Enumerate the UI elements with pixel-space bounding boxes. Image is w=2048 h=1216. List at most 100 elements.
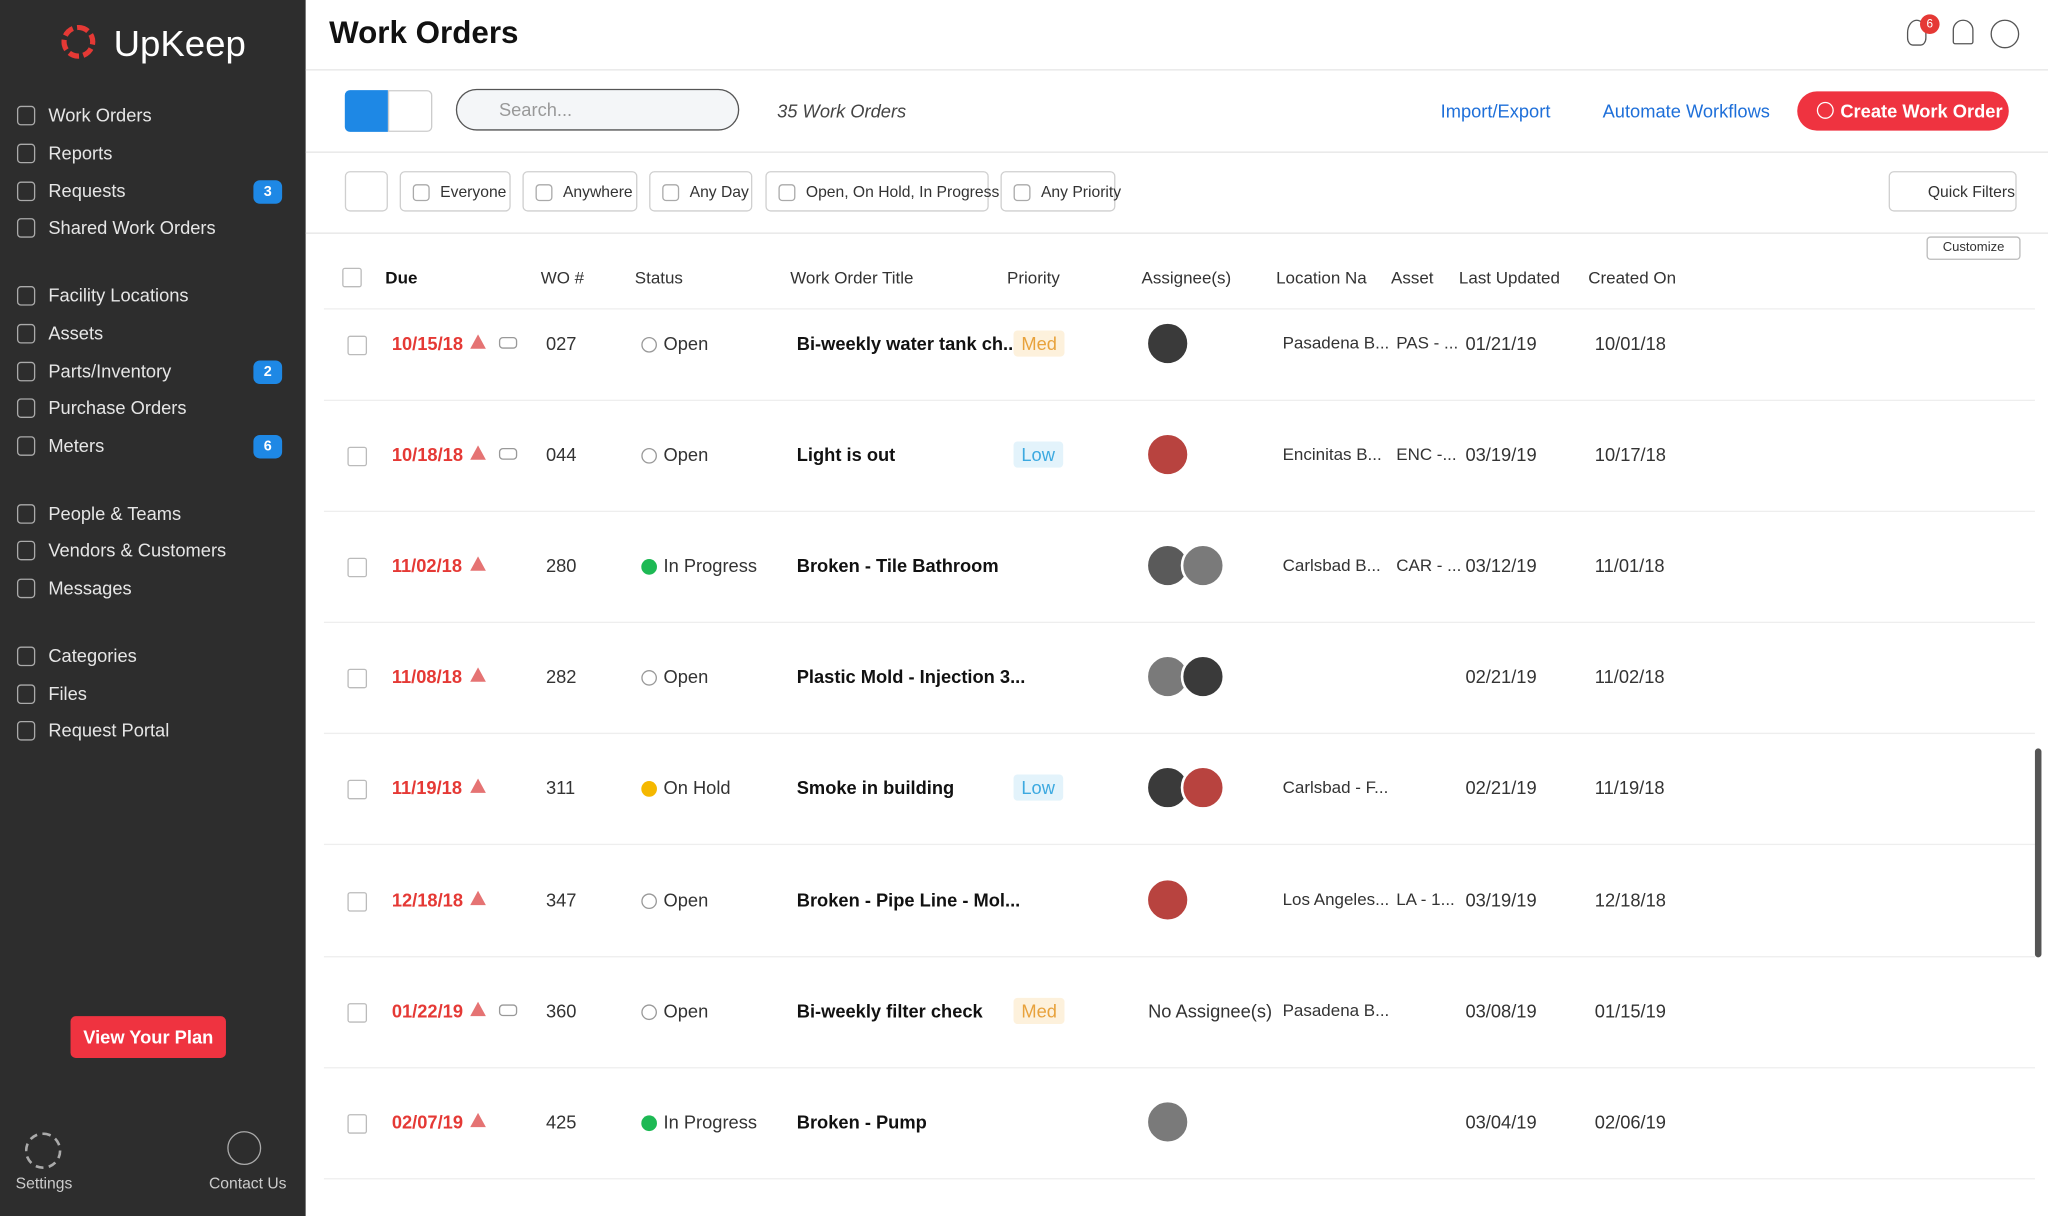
no-assignee: No Assignee(s) [1148,999,1273,1021]
wo-title[interactable]: Bi-weekly filter check [796,999,983,1021]
quick-filters[interactable]: Quick Filters [1888,171,2017,212]
row-checkbox[interactable] [347,1113,368,1134]
nav-icon [16,720,36,741]
nav-item[interactable]: Purchase Orders [48,397,187,418]
profile-icon[interactable] [1990,19,2020,49]
nav-item[interactable]: Work Orders [48,104,152,126]
row-divider [323,399,2035,401]
status: On Hold [663,777,731,799]
row-checkbox[interactable] [347,891,368,912]
due-date: 10/18/18 [391,444,464,466]
nav-item[interactable]: Files [48,683,87,704]
calendar-view[interactable] [387,90,433,132]
wo-title[interactable]: Broken - Pipe Line - Mol... [796,888,1021,910]
customize[interactable]: Customize [1926,236,2021,260]
column-header[interactable]: Asset [1391,267,1434,288]
column-header[interactable]: Priority [1007,267,1060,288]
last-updated: 03/12/19 [1465,555,1537,577]
divider [305,69,2048,71]
nav-item[interactable]: Vendors & Customers [48,539,227,561]
row-checkbox[interactable] [347,446,368,467]
nav-item[interactable]: Reports [48,142,113,164]
column-header[interactable]: Last Updated [1458,267,1560,288]
row-divider [323,510,2035,513]
wo-number: 425 [545,1111,577,1132]
nav-item[interactable]: Shared Work Orders [48,216,216,238]
wo-title[interactable]: Light is out [796,444,896,466]
row-checkbox[interactable] [347,669,368,689]
column-header[interactable]: Created On [1588,267,1677,288]
status-dot [641,448,657,464]
column-header[interactable]: WO # [540,267,585,288]
due-date: 11/02/18 [391,555,463,577]
row-checkbox[interactable] [347,1002,368,1023]
select-all[interactable] [342,267,362,288]
wo-title[interactable]: Broken - Tile Bathroom [796,555,999,577]
nav-item[interactable]: People & Teams [48,502,182,524]
nav-item[interactable]: Messages [48,577,132,599]
automate[interactable]: Automate Workflows [1602,100,1770,122]
filter-chip[interactable]: Anywhere [522,171,638,212]
scrollbar [2034,748,2042,958]
nav-icon [16,646,36,667]
filter-chip[interactable]: Everyone [399,171,511,212]
due-date: 11/08/18 [391,666,463,688]
chip-icon [778,184,796,202]
filter-chip[interactable]: Any Day [649,171,753,212]
settings[interactable]: Settings [15,1174,73,1193]
column-header[interactable]: Due [385,267,418,288]
column-header[interactable]: Location Na [1276,267,1367,288]
location: Encinitas B... [1282,444,1382,464]
chip-label: Everyone [440,182,507,202]
nav-item[interactable]: Parts/Inventory [48,360,172,382]
nav-item[interactable]: Facility Locations [48,284,189,306]
wo-title[interactable]: Bi-weekly water tank ch... [796,333,1019,354]
nav-icon [16,181,36,202]
filter-icon[interactable] [344,171,388,212]
row-checkbox[interactable] [347,557,368,578]
column-header[interactable]: Status [634,267,683,288]
status: Open [663,999,709,1021]
row-checkbox[interactable] [347,335,368,356]
wo-title[interactable]: Broken - Pump [796,1111,927,1132]
nav-item[interactable]: Requests [48,180,126,202]
nav-item[interactable]: Assets [48,322,104,344]
last-updated: 03/08/19 [1465,999,1537,1021]
filter-chip[interactable]: Open, On Hold, In Progress [765,171,999,212]
created-on: 10/17/18 [1594,444,1666,466]
wo-number: 044 [545,444,577,466]
location: Los Angeles... [1282,888,1390,909]
status-dot [641,781,657,798]
overdue-icon [470,778,486,794]
page-title: Work Orders [329,15,519,51]
last-updated: 02/21/19 [1465,777,1537,799]
divider [305,232,2048,234]
import-export[interactable]: Import/Export [1440,100,1551,122]
recurring-icon [498,1003,518,1016]
priority: Low [1013,775,1063,802]
column-header[interactable]: Assignee(s) [1141,267,1232,288]
created-on: 01/15/19 [1594,999,1666,1021]
location: Carlsbad - F... [1282,777,1389,798]
created-on: 02/06/19 [1594,1111,1666,1132]
wo-title[interactable]: Smoke in building [796,777,955,799]
wo-title[interactable]: Plastic Mold - Injection 3... [796,666,1026,688]
create-button[interactable]: Create Work Order [1797,91,2009,131]
status-dot [641,336,657,353]
plan-button[interactable]: View Your Plan [70,1016,226,1058]
nav-item[interactable]: Meters [48,434,105,456]
contact[interactable]: Contact Us [208,1174,287,1193]
wo-number: 280 [545,555,577,577]
header-divider [323,308,2035,310]
list-view[interactable] [344,90,388,132]
filter-chip[interactable]: Any Priority [1000,171,1121,212]
wo-number: 360 [545,999,577,1021]
nav-item[interactable]: Categories [48,645,137,667]
bell-icon[interactable] [1952,19,1974,45]
logo-gear [61,24,96,59]
row-checkbox[interactable] [347,780,368,800]
search[interactable] [455,88,740,131]
create-label: Create Work Order [1840,100,2003,122]
column-header[interactable]: Work Order Title [790,267,914,288]
nav-item[interactable]: Request Portal [48,719,170,741]
